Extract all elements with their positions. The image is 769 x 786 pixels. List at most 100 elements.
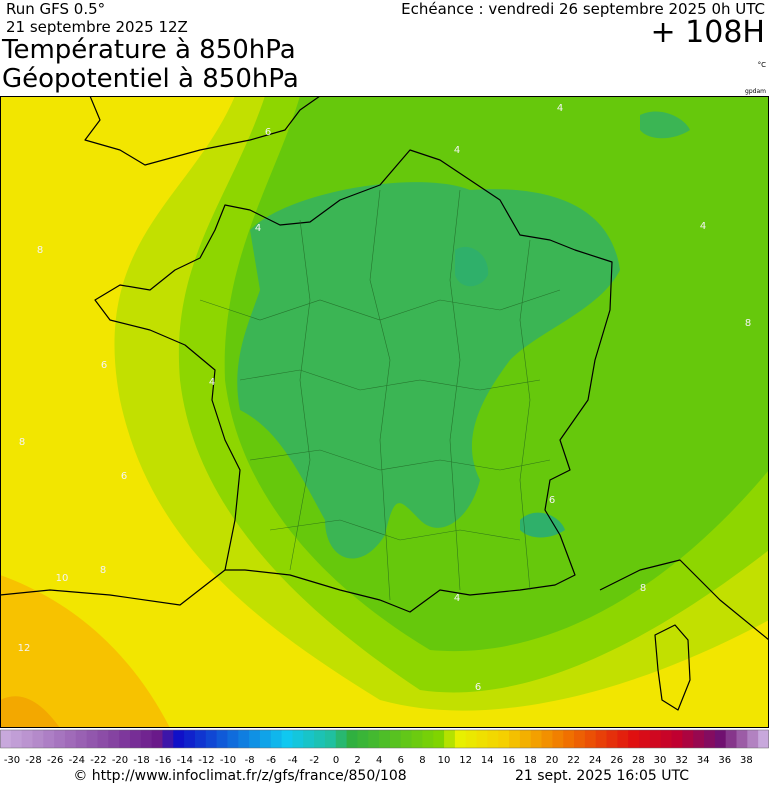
contour-label: 4 (255, 223, 261, 234)
scale-label: 28 (632, 755, 645, 766)
scale-swatch (108, 730, 120, 748)
contour-label: 8 (19, 437, 25, 448)
scale-swatch (422, 730, 434, 748)
footer-url: © http://www.infoclimat.fr/z/gfs/france/… (73, 768, 406, 784)
field-spot-ne (640, 111, 690, 139)
scale-swatch (292, 730, 304, 748)
scale-swatch (400, 730, 413, 748)
scale-swatch (530, 730, 543, 748)
scale-swatch (747, 730, 759, 748)
scale-swatch (704, 730, 716, 748)
scale-swatch (162, 730, 174, 748)
scale-label: -22 (90, 755, 106, 766)
scale-label: -16 (155, 755, 171, 766)
field-cold-spot (455, 246, 489, 287)
scale-swatch (216, 730, 228, 748)
scale-swatch (693, 730, 705, 748)
coastline-corsica (654, 624, 691, 711)
scale-swatch (205, 730, 218, 748)
scale-label: 8 (419, 755, 425, 766)
scale-swatch (584, 730, 597, 748)
scale-swatch (563, 730, 575, 748)
scale-swatch (454, 730, 467, 748)
scale-label: -2 (309, 755, 319, 766)
color-scale: -30 -28 -26 -24 -22 -20 -18 -16 -14 -12 -10 -8 -6 -4-… (0, 729, 769, 766)
scale-label: 24 (589, 755, 602, 766)
coastline-spain (0, 569, 226, 606)
scale-swatch (21, 730, 33, 748)
scale-label: 18 (524, 755, 537, 766)
map: 6 4 4 4 4 8 6 4 8 6 8 10 12 4 6 8 6 8 (0, 96, 769, 728)
scale-label: -24 (69, 755, 85, 766)
scale-swatch (119, 730, 131, 748)
scale-swatch (574, 730, 586, 748)
contour-label: 4 (557, 103, 563, 114)
scale-label: -14 (177, 755, 193, 766)
scale-label: 32 (675, 755, 688, 766)
title-geopotential: Géopotentiel à 850hPa (2, 64, 299, 94)
contour-label: 4 (454, 593, 460, 604)
coastline-england (84, 96, 321, 166)
scale-swatch (628, 730, 640, 748)
coastline-italy (599, 559, 769, 641)
scale-swatch (75, 730, 88, 748)
contour-label: 8 (640, 583, 646, 594)
contour-label: 6 (101, 360, 107, 371)
scale-swatch (649, 730, 662, 748)
contour-label: 8 (745, 318, 751, 329)
scale-label: 4 (376, 755, 382, 766)
unit: °C (758, 61, 767, 69)
contour-label: 8 (100, 565, 106, 576)
scale-label: 26 (610, 755, 623, 766)
scale-label: 12 (459, 755, 472, 766)
contour-label: 6 (475, 682, 481, 693)
scale-label: 38 (740, 755, 753, 766)
footer-timestamp: 21 sept. 2025 16:05 UTC (515, 768, 689, 784)
scale-label: -8 (245, 755, 255, 766)
scale-swatch (194, 730, 207, 748)
scale-swatch (173, 730, 185, 748)
scale-swatch (433, 730, 445, 748)
scale-swatch (227, 730, 239, 748)
field-spot-alps (520, 512, 565, 538)
contour-label: 12 (18, 643, 31, 654)
run-label: Run GFS 0.5° (6, 0, 105, 18)
scale-swatch (617, 730, 629, 748)
scale-label: 10 (438, 755, 451, 766)
scale-label: 36 (718, 755, 731, 766)
scale-swatch (379, 730, 391, 748)
scale-swatch (357, 730, 369, 748)
scale-label: -4 (288, 755, 298, 766)
scale-label: -12 (198, 755, 214, 766)
scale-swatch (758, 730, 769, 748)
scale-swatch (324, 730, 337, 748)
scale-swatch (97, 730, 109, 748)
scale-swatch (335, 730, 348, 748)
contour-label: 8 (37, 245, 43, 256)
scale-label: -26 (47, 755, 63, 766)
contour-label: 10 (56, 573, 69, 584)
scale-swatch (519, 730, 532, 748)
scale-swatch (86, 730, 98, 748)
scale-label: 30 (654, 755, 667, 766)
scale-swatch (552, 730, 564, 748)
scale-swatch (498, 730, 510, 748)
scale-swatch (725, 730, 738, 748)
scale-label: 2 (354, 755, 360, 766)
scale-swatch (43, 730, 55, 748)
contour-label: 4 (209, 377, 215, 388)
scale-swatch (270, 730, 283, 748)
contour-label: 4 (700, 221, 706, 232)
scale-swatch (411, 730, 423, 748)
scale-swatch (639, 730, 651, 748)
scale-label: 16 (502, 755, 515, 766)
scale-swatch (736, 730, 748, 748)
scale-label: -10 (220, 755, 236, 766)
scale-swatch (64, 730, 77, 748)
field-core (237, 182, 620, 559)
scale-swatch (476, 730, 488, 748)
scale-swatch (129, 730, 142, 748)
scale-swatch (368, 730, 380, 748)
run-date: 21 septembre 2025 12Z (6, 18, 188, 36)
